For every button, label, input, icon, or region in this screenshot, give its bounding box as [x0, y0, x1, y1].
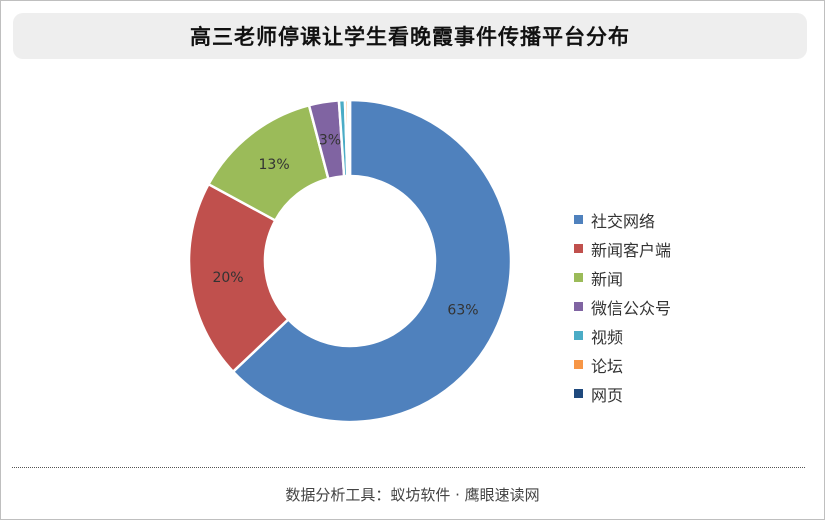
legend-swatch — [574, 244, 583, 253]
legend-label: 微信公众号 — [591, 298, 672, 318]
footer-text: 数据分析工具：蚁坊软件 · 鹰眼速读网 — [285, 485, 540, 504]
legend-item: 论坛 — [574, 350, 671, 379]
donut-slices — [187, 98, 513, 424]
legend-item: 新闻 — [574, 263, 671, 292]
slice-1 — [231, 98, 513, 424]
legend-item: 视频 — [574, 321, 671, 350]
title-bar: 高三老师停课让学生看晚霞事件传播平台分布 — [13, 13, 807, 59]
legend-label: 新闻 — [591, 269, 624, 289]
legend-item: 微信公众号 — [574, 292, 671, 321]
legend-item: 新闻客户端 — [574, 234, 671, 263]
data-label-2: 20% — [212, 270, 243, 286]
data-label-3: 13% — [259, 157, 290, 173]
legend-swatch — [574, 215, 583, 224]
legend-label: 新闻客户端 — [591, 240, 672, 260]
legend: 社交网络新闻客户端新闻微信公众号视频论坛网页 — [574, 205, 671, 408]
legend-swatch — [574, 273, 583, 282]
legend-label: 网页 — [591, 385, 624, 405]
chart-title: 高三老师停课让学生看晚霞事件传播平台分布 — [190, 25, 630, 49]
legend-swatch — [574, 360, 583, 369]
data-label-1: 63% — [447, 303, 478, 319]
legend-item: 网页 — [574, 379, 671, 408]
legend-label: 社交网络 — [591, 211, 656, 231]
data-label-4: 3% — [319, 133, 341, 149]
data-labels: 63% 20% 13% 3% — [212, 133, 478, 319]
legend-label: 视频 — [591, 327, 624, 347]
legend-swatch — [574, 302, 583, 311]
legend-item: 社交网络 — [574, 205, 671, 234]
slice-7 — [346, 98, 352, 178]
footer-divider — [12, 467, 805, 468]
slice-2 — [187, 182, 291, 374]
legend-swatch — [574, 331, 583, 340]
legend-label: 论坛 — [591, 356, 624, 376]
legend-swatch — [574, 389, 583, 398]
